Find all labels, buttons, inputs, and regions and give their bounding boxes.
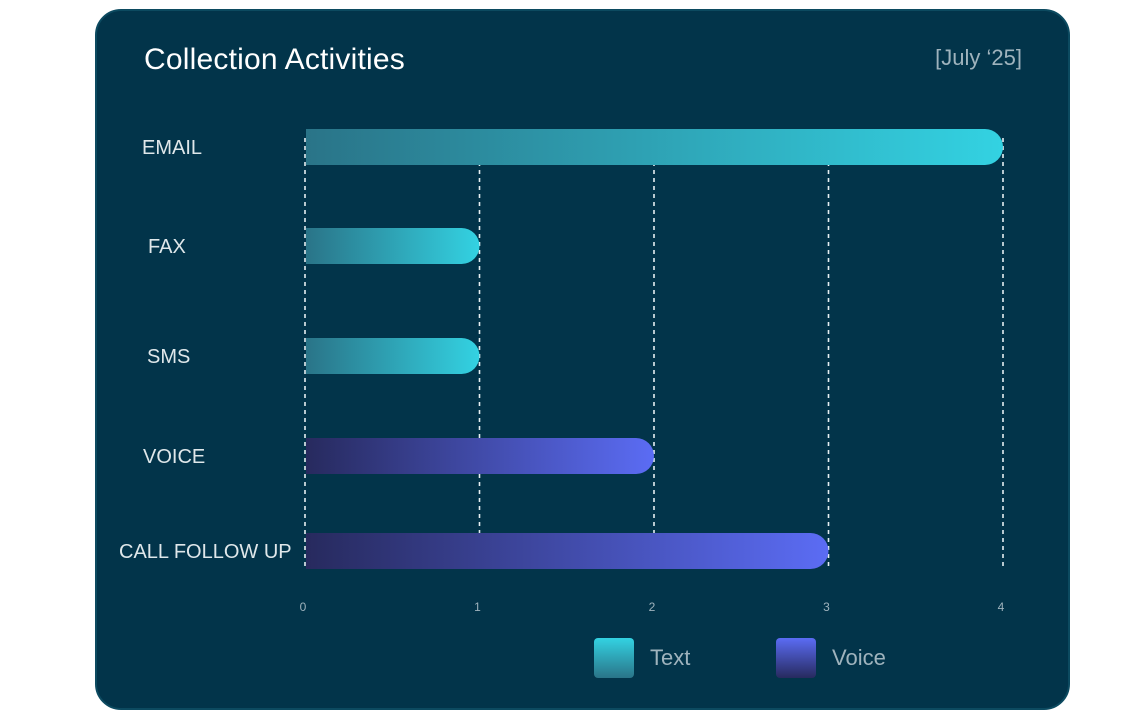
bar-sms (306, 338, 480, 374)
legend-item-voice: Voice (776, 638, 886, 678)
category-label: EMAIL (142, 137, 202, 159)
bar-voice (306, 438, 654, 474)
chart-date: [July ‘25] (935, 45, 1022, 70)
category-labels: EMAIL FAX SMS VOICE CALL FOLLOW UP (119, 137, 292, 563)
legend-item-text: Text (594, 638, 690, 678)
x-tick-label: 3 (823, 600, 830, 614)
legend-label-text: Text (650, 645, 691, 670)
bar-call-follow-up (306, 533, 829, 569)
legend-label-voice: Voice (832, 645, 886, 670)
category-label: VOICE (143, 446, 205, 468)
x-tick-label: 4 (998, 600, 1005, 614)
x-tick-label: 1 (474, 600, 481, 614)
bar-fax (306, 228, 480, 264)
bars (306, 129, 1003, 569)
x-axis-ticks: 0 1 2 3 4 (300, 600, 1005, 614)
grid-lines (304, 138, 1004, 570)
chart-title: Collection Activities (144, 43, 405, 76)
category-label: SMS (147, 346, 190, 368)
category-label: CALL FOLLOW UP (119, 541, 292, 563)
legend-swatch-text (594, 638, 634, 678)
chart-card: Collection Activities [July ‘25] (95, 9, 1070, 710)
x-tick-label: 2 (649, 600, 656, 614)
legend-swatch-voice (776, 638, 816, 678)
category-label: FAX (148, 236, 186, 258)
x-tick-label: 0 (300, 600, 307, 614)
bar-email (306, 129, 1003, 165)
